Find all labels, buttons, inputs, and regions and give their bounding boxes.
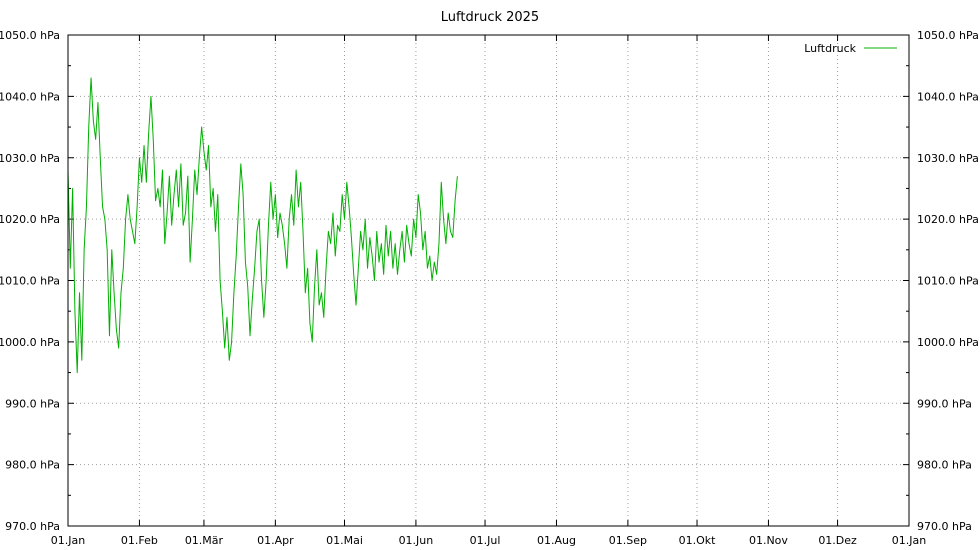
x-tick-label: 01.Nov: [749, 534, 788, 547]
x-tick-label: 01.Jun: [399, 534, 434, 547]
y-tick-label-right: 1020.0 hPa: [917, 213, 979, 226]
y-axis-labels-right: 970.0 hPa 980.0 hPa 990.0 hPa 1000.0 hPa 101…: [917, 29, 979, 533]
legend-label-luftdruck: Luftdruck: [804, 42, 856, 55]
y-tick-label-right: 1000.0 hPa: [917, 336, 979, 349]
x-tick-label: 01.Jan: [892, 534, 926, 547]
y-tick-label-left: 970.0 hPa: [5, 520, 60, 533]
y-axis-labels-left: 970.0 hPa 980.0 hPa 990.0 hPa 1000.0 hPa 101…: [0, 29, 60, 533]
x-tick-label: 01.Mai: [326, 534, 363, 547]
y-tick-label-left: 1020.0 hPa: [0, 213, 60, 226]
x-tick-label: 01.Jan: [51, 534, 85, 547]
x-tick-label: 01.Sep: [609, 534, 647, 547]
y-tick-label-left: 1050.0 hPa: [0, 29, 60, 42]
series-line-luftdruck: [67, 77, 458, 374]
chart-title: Luftdruck 2025: [441, 10, 539, 25]
x-tick-label: 01.Mär: [185, 534, 224, 547]
y-tick-label-left: 1010.0 hPa: [0, 275, 60, 288]
y-tick-label-right: 1050.0 hPa: [917, 29, 979, 42]
y-tick-label-right: 1040.0 hPa: [917, 90, 979, 103]
y-tick-label-left: 980.0 hPa: [5, 459, 60, 472]
y-tick-label-left: 1000.0 hPa: [0, 336, 60, 349]
y-tick-label-right: 970.0 hPa: [917, 520, 972, 533]
y-tick-label-right: 990.0 hPa: [917, 397, 972, 410]
x-tick-label: 01.Jul: [470, 534, 501, 547]
y-tick-label-left: 990.0 hPa: [5, 397, 60, 410]
y-tick-label-right: 1030.0 hPa: [917, 152, 979, 165]
x-tick-label: 01.Okt: [679, 534, 717, 547]
plot-border: [67, 34, 910, 527]
y-tick-label-left: 1040.0 hPa: [0, 90, 60, 103]
x-tick-label: 01.Dez: [818, 534, 857, 547]
x-tick-label: 01.Apr: [257, 534, 294, 547]
x-tick-label: 01.Feb: [121, 534, 158, 547]
legend: Luftdruck: [804, 42, 897, 55]
y-tick-label-right: 1010.0 hPa: [917, 275, 979, 288]
y-tick-label-left: 1030.0 hPa: [0, 152, 60, 165]
x-tick-label: 01.Aug: [537, 534, 576, 547]
grid-lines: [68, 35, 909, 526]
series-group: [67, 77, 458, 374]
x-axis-labels: 01.Jan 01.Feb 01.Mär 01.Apr 01.Mai 01.Jun 01.J…: [51, 534, 926, 547]
y-tick-label-right: 980.0 hPa: [917, 459, 972, 472]
